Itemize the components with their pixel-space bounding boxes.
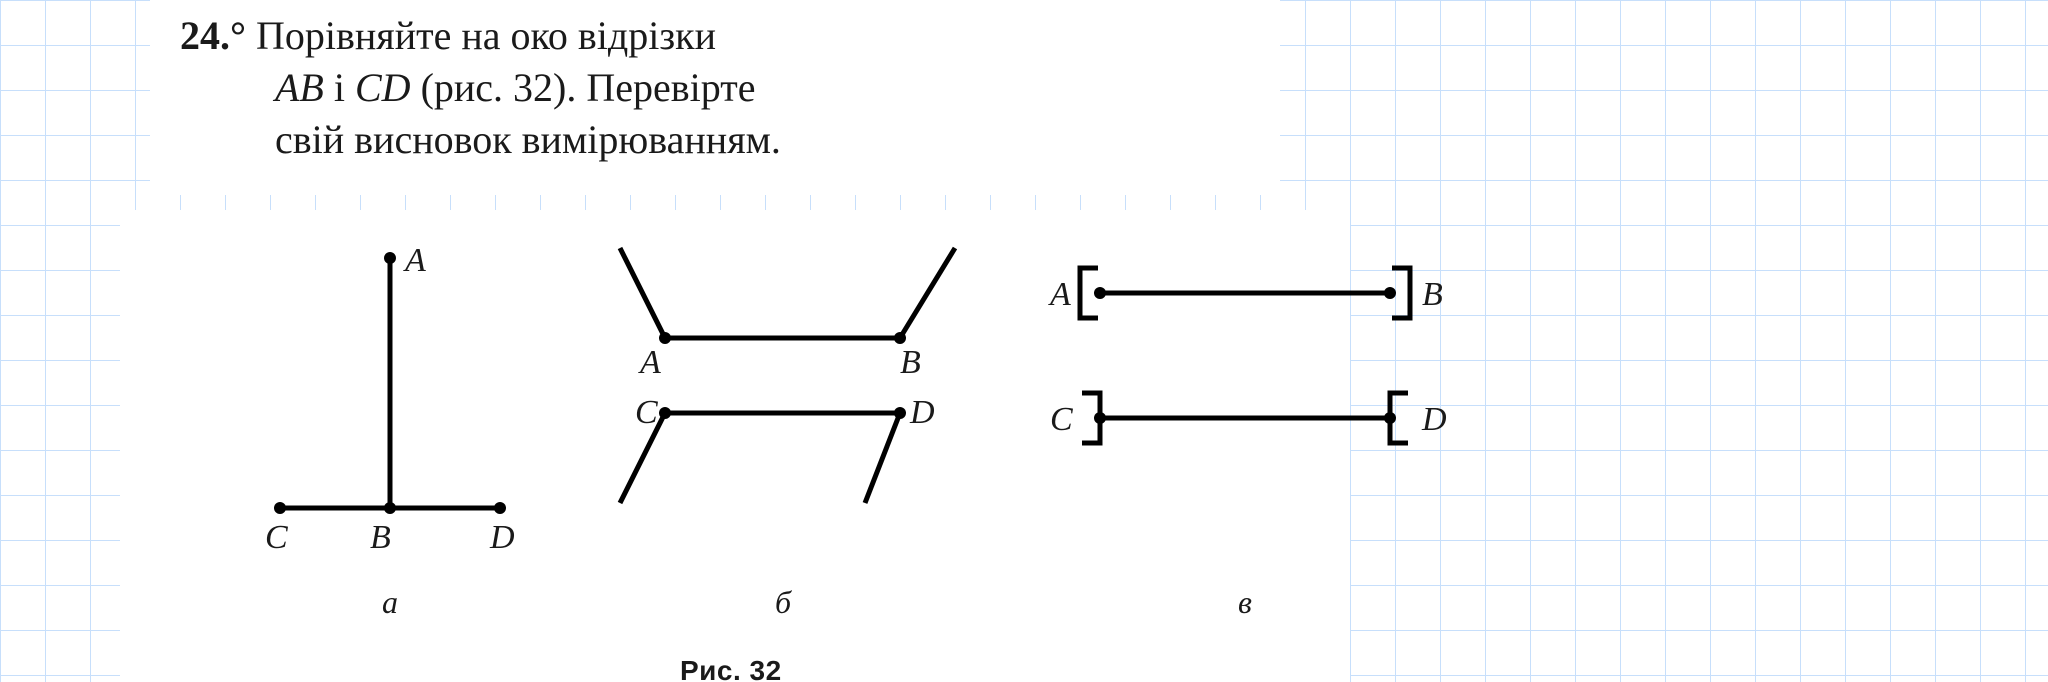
label-B-b: B <box>900 344 921 381</box>
sublabel-b: б <box>775 584 792 620</box>
label-C-v: C <box>1050 401 1073 438</box>
problem-line3: свій висновок вимірюванням. <box>180 114 1250 166</box>
seg-CD: CD <box>355 65 411 110</box>
sublabel-v: в <box>1238 584 1252 620</box>
figure-v: A B C D в <box>1010 238 1480 638</box>
figure-b: A B C D б <box>565 238 1005 638</box>
seg-AB: AB <box>275 65 324 110</box>
sublabel-a: а <box>382 584 398 620</box>
problem-number: 24.° <box>180 13 246 58</box>
line2-rest: (рис. 32). Перевірте <box>411 65 756 110</box>
label-D-v: D <box>1421 401 1447 438</box>
problem-line2: AB і CD (рис. 32). Перевірте <box>180 62 1250 114</box>
problem-line1-rest: Порівняйте на око відрізки <box>246 13 716 58</box>
label-C: C <box>265 519 288 556</box>
label-B-v: B <box>1422 276 1443 313</box>
label-C-b: C <box>635 394 658 431</box>
line2-mid: і <box>324 65 355 110</box>
label-D-b: D <box>909 394 935 431</box>
problem-line1: 24.° Порівняйте на око відрізки <box>180 10 1250 62</box>
label-A: A <box>403 242 426 279</box>
figure-a: A B C D а <box>130 238 590 638</box>
figure-caption: Рис. 32 <box>680 655 782 682</box>
label-A-v: A <box>1048 276 1071 313</box>
problem-text: 24.° Порівняйте на око відрізки AB і CD … <box>180 10 1250 166</box>
label-D: D <box>489 519 515 556</box>
label-B: B <box>370 519 391 556</box>
label-A-b: A <box>638 344 661 381</box>
